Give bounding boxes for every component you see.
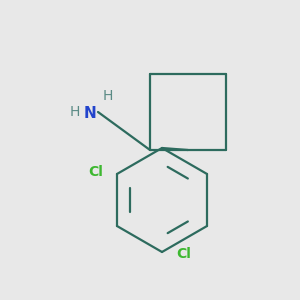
Text: Cl: Cl [88, 165, 103, 179]
Text: Cl: Cl [176, 247, 191, 261]
Text: H: H [103, 89, 113, 103]
Text: H: H [70, 105, 80, 119]
Text: N: N [84, 106, 96, 122]
